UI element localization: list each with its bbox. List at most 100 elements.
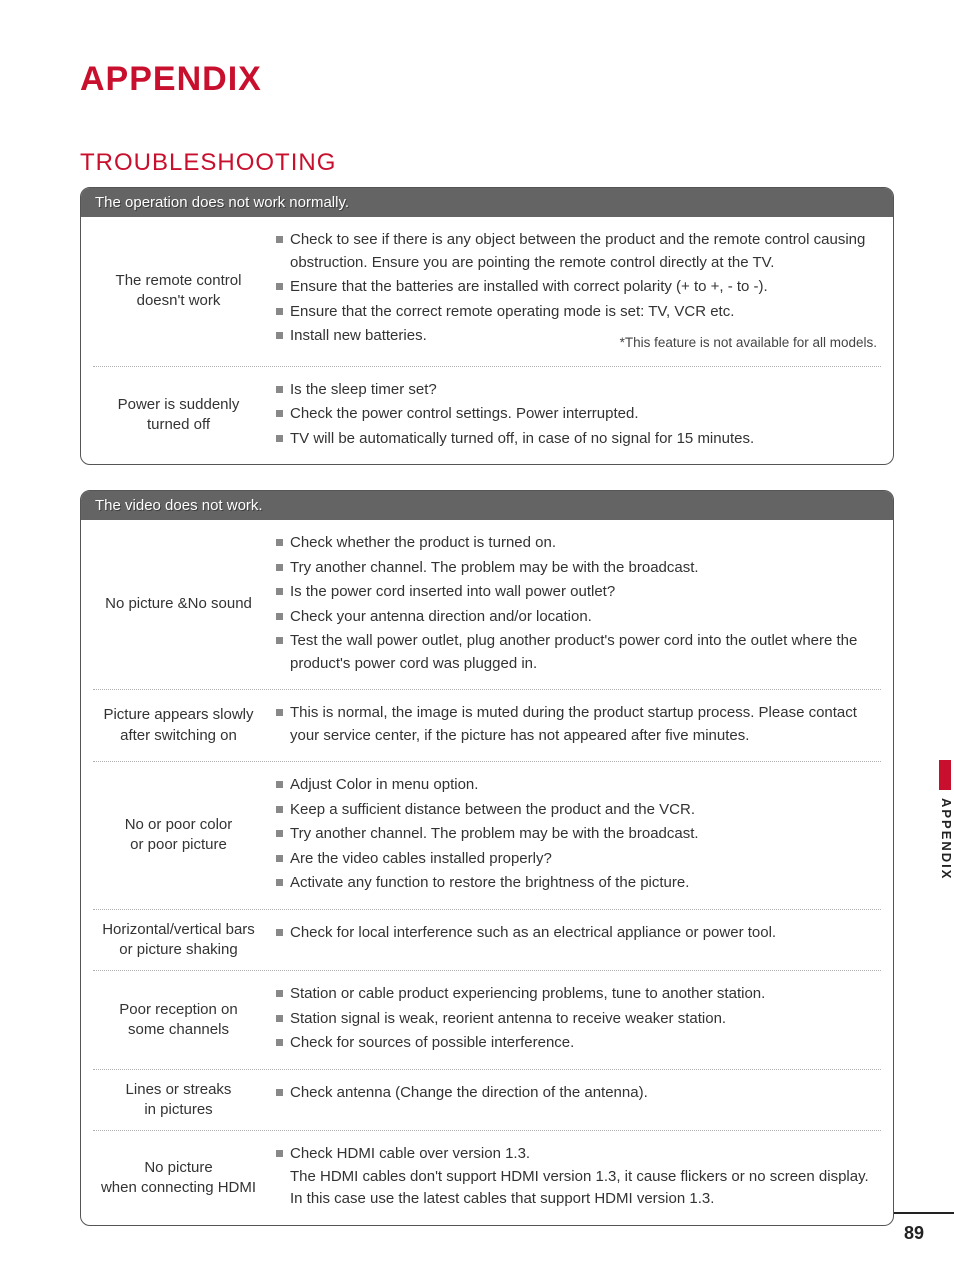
bullet-list: Is the sleep timer set?Check the power c… [276, 379, 879, 451]
square-bullet-icon [276, 308, 283, 315]
side-tab-label: APPENDIX [939, 798, 954, 880]
side-tab: APPENDIX [939, 760, 954, 880]
row-left-line: after switching on [120, 726, 237, 746]
trouble-row: The remote controldoesn't work Check to s… [81, 217, 893, 366]
bullet-text: Adjust Color in menu option. [290, 774, 879, 797]
bullet-item: Check HDMI cable over version 1.3.The HD… [276, 1143, 879, 1211]
bullet-list: This is normal, the image is muted durin… [276, 702, 879, 747]
bullet-text: Try another channel. The problem may be … [290, 557, 879, 580]
row-left-label: No picture &No sound [81, 520, 276, 689]
square-bullet-icon [276, 410, 283, 417]
bullet-item: Check antenna (Change the direction of t… [276, 1082, 879, 1105]
row-left-line: Horizontal/vertical bars [102, 920, 255, 940]
row-left-label: No picturewhen connecting HDMI [81, 1131, 276, 1225]
square-bullet-icon [276, 929, 283, 936]
row-right-content: Adjust Color in menu option.Keep a suffi… [276, 762, 893, 909]
bullet-text: Check for sources of possible interferen… [290, 1032, 879, 1055]
bullet-item: Adjust Color in menu option. [276, 774, 879, 797]
square-bullet-icon [276, 332, 283, 339]
main-title: APPENDIX [80, 60, 894, 99]
bullet-text: Check your antenna direction and/or loca… [290, 606, 879, 629]
bullet-item: Test the wall power outlet, plug another… [276, 630, 879, 675]
bullet-text: TV will be automatically turned off, in … [290, 428, 879, 451]
row-left-label: Horizontal/vertical barsor picture shaki… [81, 910, 276, 971]
square-bullet-icon [276, 588, 283, 595]
bullet-item: Are the video cables installed properly? [276, 848, 879, 871]
square-bullet-icon [276, 236, 283, 243]
row-left-line: No picture &No sound [105, 594, 252, 614]
bullet-item: Ensure that the correct remote operating… [276, 301, 879, 324]
row-left-label: Lines or streaksin pictures [81, 1070, 276, 1131]
trouble-row: No picture &No sound Check whether the pr… [81, 520, 893, 689]
box-header: The video does not work. [81, 491, 893, 520]
square-bullet-icon [276, 1150, 283, 1157]
page: APPENDIX TROUBLESHOOTING The operation d… [0, 0, 954, 1272]
square-bullet-icon [276, 830, 283, 837]
bullet-text: Station signal is weak, reorient antenna… [290, 1008, 879, 1031]
row-right-content: Check for local interference such as an … [276, 910, 893, 971]
bullet-text: Keep a sufficient distance between the p… [290, 799, 879, 822]
bullet-item: Check whether the product is turned on. [276, 532, 879, 555]
bullet-text: Test the wall power outlet, plug another… [290, 630, 879, 675]
square-bullet-icon [276, 781, 283, 788]
row-note: *This feature is not available for all m… [620, 333, 877, 353]
square-bullet-icon [276, 990, 283, 997]
bullet-text: Is the sleep timer set? [290, 379, 879, 402]
section-title: TROUBLESHOOTING [80, 149, 894, 177]
row-left-line: doesn't work [137, 291, 221, 311]
square-bullet-icon [276, 386, 283, 393]
bullet-item: Station or cable product experiencing pr… [276, 983, 879, 1006]
bullet-list: Check for local interference such as an … [276, 922, 879, 945]
bullet-list: Adjust Color in menu option.Keep a suffi… [276, 774, 879, 895]
bullet-text: Check the power control settings. Power … [290, 403, 879, 426]
row-right-content: This is normal, the image is muted durin… [276, 690, 893, 761]
bullet-list: Check to see if there is any object betw… [276, 229, 879, 348]
row-left-line: or poor picture [130, 835, 227, 855]
bullet-text: Are the video cables installed properly? [290, 848, 879, 871]
row-left-line: Poor reception on [119, 1000, 237, 1020]
row-left-line: The remote control [116, 271, 242, 291]
bullet-text: Try another channel. The problem may be … [290, 823, 879, 846]
row-left-line: Lines or streaks [126, 1080, 232, 1100]
trouble-row: Power is suddenlyturned offIs the sleep … [81, 367, 893, 465]
row-left-line: some channels [128, 1020, 229, 1040]
row-left-line: No or poor color [125, 815, 233, 835]
square-bullet-icon [276, 709, 283, 716]
bullet-item: Is the power cord inserted into wall pow… [276, 581, 879, 604]
bullet-text: Is the power cord inserted into wall pow… [290, 581, 879, 604]
bullet-text: Check HDMI cable over version 1.3. [290, 1143, 879, 1166]
trouble-box: The operation does not work normally.The… [80, 187, 894, 465]
bullet-text: Ensure that the batteries are installed … [290, 276, 879, 299]
page-number-rule [894, 1212, 954, 1214]
row-left-line: turned off [147, 415, 210, 435]
row-right-content: Check whether the product is turned on.T… [276, 520, 893, 689]
bullet-item: Activate any function to restore the bri… [276, 872, 879, 895]
bullet-text-cont: The HDMI cables don't support HDMI versi… [290, 1166, 879, 1211]
row-right-content: Check antenna (Change the direction of t… [276, 1070, 893, 1131]
bullet-list: Check whether the product is turned on.T… [276, 532, 879, 675]
bullet-item: Check for sources of possible interferen… [276, 1032, 879, 1055]
square-bullet-icon [276, 613, 283, 620]
bullet-text: Activate any function to restore the bri… [290, 872, 879, 895]
bullet-item: Keep a sufficient distance between the p… [276, 799, 879, 822]
bullet-text: Station or cable product experiencing pr… [290, 983, 879, 1006]
trouble-row: Horizontal/vertical barsor picture shaki… [81, 910, 893, 971]
bullet-text: Check to see if there is any object betw… [290, 229, 879, 274]
trouble-box: The video does not work.No picture &No s… [80, 490, 894, 1226]
row-right-content: Is the sleep timer set?Check the power c… [276, 367, 893, 465]
row-left-label: Power is suddenlyturned off [81, 367, 276, 465]
trouble-row: Picture appears slowlyafter switching on… [81, 690, 893, 761]
bullet-item: Try another channel. The problem may be … [276, 557, 879, 580]
bullet-item: Check for local interference such as an … [276, 922, 879, 945]
bullet-list: Station or cable product experiencing pr… [276, 983, 879, 1055]
bullet-item: This is normal, the image is muted durin… [276, 702, 879, 747]
page-number: 89 [904, 1223, 924, 1244]
bullet-text: Ensure that the correct remote operating… [290, 301, 879, 324]
square-bullet-icon [276, 1015, 283, 1022]
bullet-item: Check the power control settings. Power … [276, 403, 879, 426]
square-bullet-icon [276, 283, 283, 290]
bullet-item: Ensure that the batteries are installed … [276, 276, 879, 299]
row-left-line: No picture [144, 1158, 212, 1178]
row-left-label: Picture appears slowlyafter switching on [81, 690, 276, 761]
bullet-item: TV will be automatically turned off, in … [276, 428, 879, 451]
